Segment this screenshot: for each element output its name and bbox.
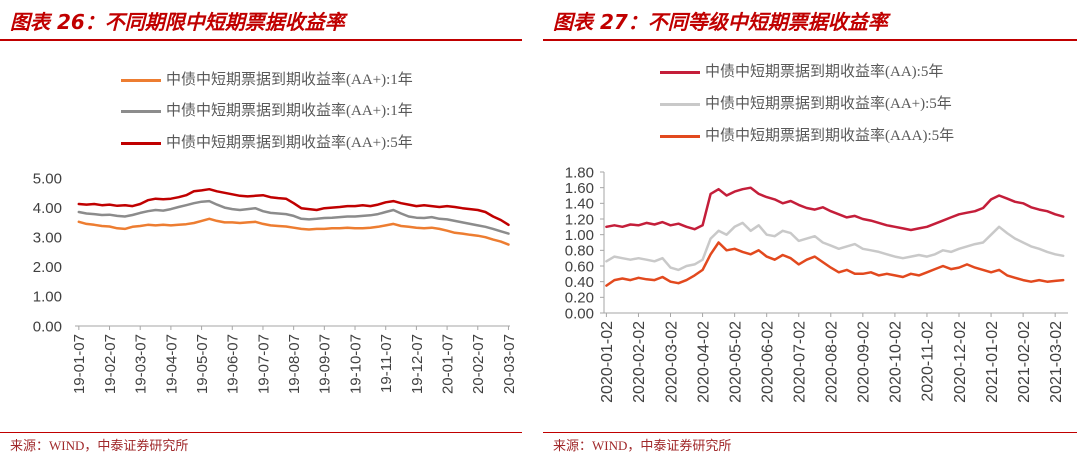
y-tick-label: 1.40 — [565, 196, 594, 213]
y-tick-label: 0.60 — [565, 258, 594, 275]
legend-swatch — [660, 103, 700, 106]
legend-swatch — [660, 71, 700, 74]
x-tick-label: 19-05-07 — [194, 334, 211, 394]
y-tick-label: 2.00 — [33, 259, 62, 276]
x-tick-label: 19-06-07 — [225, 334, 242, 394]
x-tick-label: 2020-05-02 — [727, 321, 744, 403]
y-tick-label: 0.80 — [565, 243, 594, 260]
source-divider — [0, 432, 522, 433]
chart-panel-26: 图表 26：不同期限中短期票据收益率 中债中短期票据到期收益率(AA+):1年 … — [0, 0, 528, 463]
legend-label: 中债中短期票据到期收益率(AAA):5年 — [705, 128, 955, 144]
series-line-aa-plus-1y-orange — [77, 217, 510, 246]
legend-item-aaa-5y: 中债中短期票据到期收益率(AAA):5年 — [660, 126, 960, 146]
x-tick-label: 20-02-07 — [470, 334, 487, 394]
x-tick-label: 2020-12-02 — [952, 321, 969, 403]
legend-item-aa-plus-5y: 中债中短期票据到期收益率(AA+):5年 — [121, 133, 421, 153]
y-tick-label: 1.60 — [565, 180, 594, 197]
source-note: 来源：WIND，中泰证券研究所 — [10, 438, 189, 453]
legend-swatch — [121, 110, 161, 113]
y-tick-label: 5.00 — [33, 170, 62, 187]
x-tick-label: 2020-01-02 — [599, 321, 616, 403]
series-line-aaa-5y — [605, 241, 1065, 287]
legend-swatch — [121, 142, 161, 145]
x-tick-label: 2020-11-02 — [920, 321, 937, 402]
x-tick-label: 19-11-07 — [378, 334, 395, 393]
y-tick-label: 0.00 — [33, 318, 62, 335]
x-tick-label: 2020-06-02 — [759, 321, 776, 403]
x-tick-label: 2020-03-02 — [663, 321, 680, 403]
x-tick-label: 20-01-07 — [440, 334, 457, 394]
y-tick-label: 1.20 — [565, 211, 594, 228]
figure-title: 图表 27：不同等级中短期票据收益率 — [553, 10, 888, 34]
x-tick-label: 19-08-07 — [286, 334, 303, 394]
series-line-aa-plus-1y-gray — [77, 199, 510, 235]
x-tick-label: 2020-08-02 — [824, 321, 841, 403]
y-tick-label: 0.20 — [565, 290, 594, 307]
y-tick-label: 0.40 — [565, 274, 594, 291]
title-underline — [543, 39, 1077, 41]
legend-item-aa-5y: 中债中短期票据到期收益率(AA):5年 — [660, 62, 960, 82]
x-tick-label: 2021-03-02 — [1048, 321, 1065, 403]
legend-item-aa-plus-1y-orange: 中债中短期票据到期收益率(AA+):1年 — [121, 70, 421, 90]
x-tick-label: 19-03-07 — [133, 334, 150, 394]
y-tick-label: 0.00 — [565, 305, 594, 322]
legend-label: 中债中短期票据到期收益率(AA+):5年 — [705, 96, 952, 112]
x-tick-label: 2021-02-02 — [1016, 321, 1033, 403]
line-chart-rating-yields: 0.000.200.400.600.801.001.201.401.601.80… — [565, 164, 1068, 403]
legend-item-aa-plus-5y: 中债中短期票据到期收益率(AA+):5年 — [660, 94, 960, 114]
legend-label: 中债中短期票据到期收益率(AA+):1年 — [166, 72, 413, 88]
x-tick-label: 2020-04-02 — [695, 321, 712, 403]
chart-legend: 中债中短期票据到期收益率(AA):5年 中债中短期票据到期收益率(AA+):5年… — [660, 62, 960, 152]
x-tick-label: 2020-09-02 — [856, 321, 873, 403]
legend-swatch — [660, 135, 700, 138]
y-tick-label: 4.00 — [33, 200, 62, 217]
source-note: 来源：WIND，中泰证券研究所 — [553, 438, 732, 453]
series-line-aa-5y — [605, 186, 1065, 232]
series-line-aa-plus-5y — [77, 187, 510, 227]
y-tick-label: 3.00 — [33, 230, 62, 247]
x-tick-label: 2020-02-02 — [631, 321, 648, 403]
legend-swatch — [121, 79, 161, 82]
x-tick-label: 19-07-07 — [255, 334, 272, 394]
line-chart-term-yields: 0.00 1.00 2.00 3.00 4.00 5.00 19-01-07 19-02-07… — [33, 170, 518, 394]
x-tick-label: 19-02-07 — [102, 334, 119, 394]
x-tick-label: 20-03-07 — [501, 334, 518, 394]
x-tick-label: 2020-10-02 — [888, 321, 905, 403]
x-tick-label: 2020-07-02 — [792, 321, 809, 403]
legend-label: 中债中短期票据到期收益率(AA+):5年 — [166, 135, 413, 151]
x-tick-label: 19-01-07 — [71, 334, 88, 394]
x-tick-label: 19-09-07 — [317, 334, 334, 394]
y-tick-label: 1.00 — [565, 227, 594, 244]
source-divider — [543, 432, 1077, 433]
legend-item-aa-plus-1y-gray: 中债中短期票据到期收益率(AA+):1年 — [121, 101, 421, 121]
x-tick-label: 19-04-07 — [163, 334, 180, 394]
figure-title: 图表 26：不同期限中短期票据收益率 — [10, 10, 345, 34]
x-tick-label: 2021-01-02 — [984, 321, 1001, 403]
y-tick-label: 1.00 — [33, 289, 62, 306]
legend-label: 中债中短期票据到期收益率(AA):5年 — [705, 64, 944, 80]
y-tick-label: 1.80 — [565, 164, 594, 181]
chart-legend: 中债中短期票据到期收益率(AA+):1年 中债中短期票据到期收益率(AA+):1… — [121, 70, 421, 160]
chart-panel-27: 图表 27：不同等级中短期票据收益率 中债中短期票据到期收益率(AA):5年 中… — [543, 0, 1080, 463]
title-underline — [0, 39, 522, 41]
series-line-aa-plus-5y — [605, 221, 1065, 272]
legend-label: 中债中短期票据到期收益率(AA+):1年 — [166, 103, 413, 119]
x-tick-label: 19-12-07 — [409, 334, 426, 394]
x-tick-label: 19-10-07 — [347, 334, 364, 394]
